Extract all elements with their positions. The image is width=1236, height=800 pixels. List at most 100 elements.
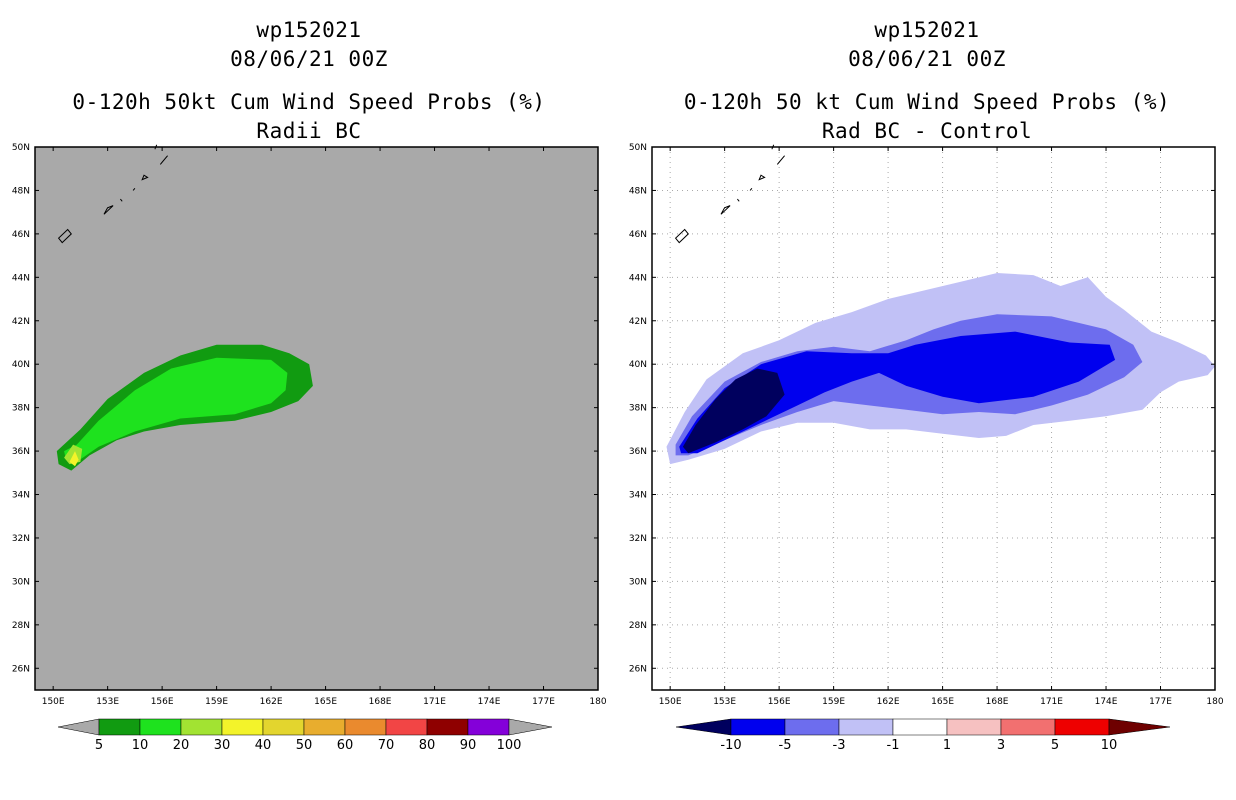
coastline	[776, 155, 785, 165]
coastline	[141, 174, 149, 181]
x-tick-label: 180	[1206, 697, 1223, 707]
y-tick-label: 48N	[629, 186, 647, 196]
y-tick-label: 50N	[629, 143, 647, 153]
coastline	[132, 187, 136, 191]
forecast-time: 08/06/21 00Z	[230, 47, 388, 71]
x-tick-label: 159E	[822, 697, 845, 707]
right-panel: wp152021 08/06/21 00Z 0-120h 50 kt Cum W…	[618, 0, 1236, 800]
chart-svg-right: 150E 153E 156E 159E 162E 165E 168E 171E 174E 177E…	[629, 143, 1224, 753]
y-tick-label: 26N	[12, 664, 30, 674]
colorbar-swatch	[946, 718, 1002, 736]
colorbar-swatch	[1054, 718, 1110, 736]
colorbar-label: 3	[997, 738, 1005, 753]
y-tick-label: 38N	[629, 404, 647, 414]
contour-region	[679, 331, 1116, 454]
chart-title: 0-120h 50kt Cum Wind Speed Probs (%)	[72, 90, 546, 114]
y-tick-label: 28N	[12, 621, 30, 631]
colorbar-swatch	[467, 718, 510, 736]
colorbar-swatch	[221, 718, 264, 736]
x-tick-label: 177E	[1149, 697, 1172, 707]
colorbar-swatch	[1000, 718, 1056, 736]
colorbar-label: 60	[337, 738, 354, 753]
x-tick-label: 171E	[423, 697, 446, 707]
colorbar-label: 100	[497, 738, 522, 753]
y-tick-label: 48N	[12, 186, 30, 196]
contour-region	[682, 368, 785, 454]
colorbar-end-high	[508, 718, 553, 736]
colorbar-label: -10	[720, 738, 741, 753]
colorbar-label: 10	[1101, 738, 1118, 753]
colorbar-label: -3	[833, 738, 846, 753]
y-tick-label: 44N	[629, 273, 647, 283]
coastline	[57, 228, 72, 244]
y-tick-label: 36N	[629, 447, 647, 457]
contour-region	[69, 451, 79, 467]
colorbar-swatch	[262, 718, 305, 736]
colorbar-swatch	[385, 718, 428, 736]
colorbar-swatch	[838, 718, 894, 736]
colorbar-swatch	[730, 718, 786, 736]
plot-frame	[651, 146, 1216, 691]
colorbar-label: -1	[887, 738, 900, 753]
y-tick-label: 46N	[629, 230, 647, 240]
colorbar-swatch	[784, 718, 840, 736]
colorbar-swatch	[180, 718, 223, 736]
colorbar-label: 30	[214, 738, 231, 753]
y-tick-label: 36N	[12, 447, 30, 457]
chart-subtitle: Rad BC - Control	[821, 119, 1033, 143]
colorbar-label: 50	[296, 738, 313, 753]
colorbar-label: 20	[173, 738, 190, 753]
y-tick-label: 34N	[12, 491, 30, 501]
contour-region	[64, 357, 288, 462]
colorbar-label: 5	[1051, 738, 1059, 753]
chart-title: 0-120h 50 kt Cum Wind Speed Probs (%)	[683, 90, 1171, 114]
x-tick-label: 156E	[768, 697, 791, 707]
chart-subtitle: Radii BC	[256, 119, 362, 143]
x-tick-label: 153E	[713, 697, 736, 707]
x-tick-label: 180	[589, 697, 606, 707]
y-tick-label: 42N	[629, 317, 647, 327]
left-panel: wp152021 08/06/21 00Z 0-120h 50kt Cum Wi…	[12, 18, 607, 753]
y-tick-label: 32N	[12, 534, 30, 544]
x-tick-label: 159E	[205, 697, 228, 707]
y-tick-label: 30N	[12, 577, 30, 587]
colorbar-swatch	[139, 718, 182, 736]
colorbar-label: 70	[378, 738, 395, 753]
x-tick-label: 156E	[151, 697, 174, 707]
y-tick-label: 30N	[629, 577, 647, 587]
y-tick-label: 40N	[629, 360, 647, 370]
x-tick-label: 150E	[659, 697, 682, 707]
x-tick-label: 168E	[369, 697, 392, 707]
y-tick-label: 34N	[629, 491, 647, 501]
y-tick-label: 40N	[12, 360, 30, 370]
coastline	[103, 205, 114, 215]
y-tick-label: 50N	[12, 143, 30, 153]
x-tick-label: 174E	[1095, 697, 1118, 707]
storm-id: wp152021	[874, 18, 980, 42]
colorbar-end-low	[57, 718, 100, 736]
colorbar-label: 1	[943, 738, 951, 753]
x-tick-label: 165E	[314, 697, 337, 707]
colorbar-end-high	[1108, 718, 1171, 736]
colorbar-swatch	[344, 718, 387, 736]
colorbar-label: -5	[779, 738, 792, 753]
coastline	[720, 205, 731, 215]
colorbar-swatch	[426, 718, 469, 736]
y-tick-label: 46N	[12, 230, 30, 240]
x-tick-label: 162E	[260, 697, 283, 707]
colorbar-swatch	[98, 718, 141, 736]
colorbar-swatch	[303, 718, 346, 736]
storm-id: wp152021	[256, 18, 362, 42]
y-tick-label: 26N	[629, 664, 647, 674]
coastline	[758, 174, 766, 181]
colorbar-label: 90	[460, 738, 477, 753]
x-tick-label: 150E	[42, 697, 65, 707]
y-tick-label: 32N	[629, 534, 647, 544]
colorbar-label: 40	[255, 738, 272, 753]
y-tick-label: 42N	[12, 317, 30, 327]
coastline	[120, 198, 123, 202]
coastline	[159, 155, 168, 165]
x-tick-label: 171E	[1040, 697, 1063, 707]
colorbar-label: 80	[419, 738, 436, 753]
coastline	[674, 228, 689, 244]
